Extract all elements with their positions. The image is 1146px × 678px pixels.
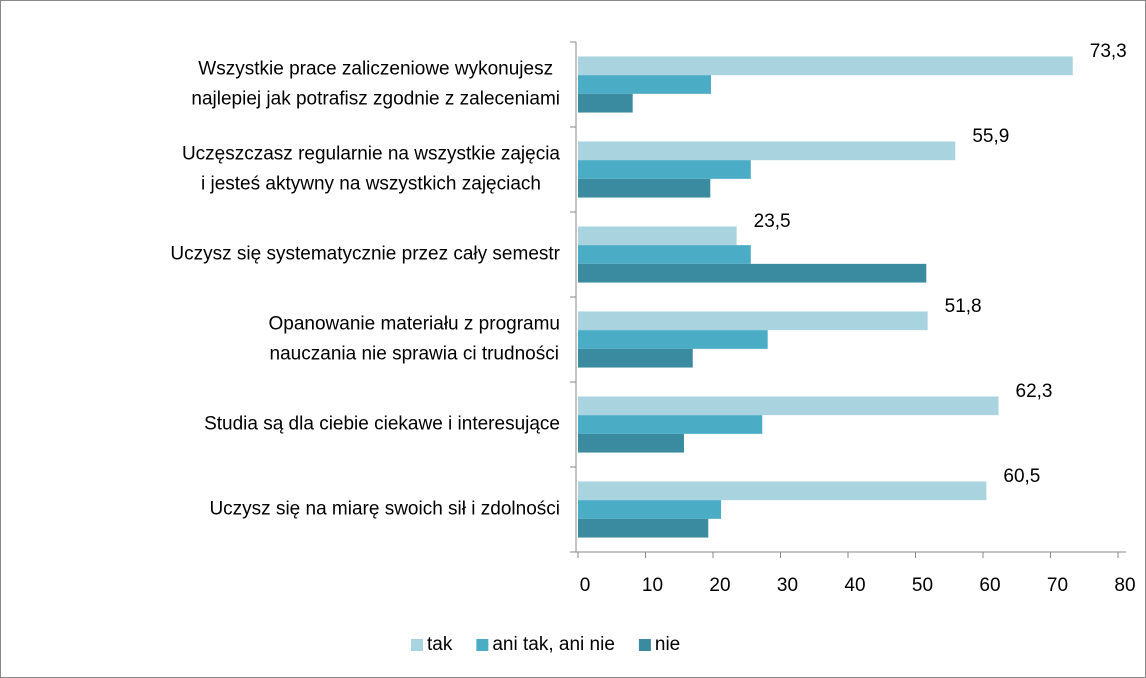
legend-swatch xyxy=(638,639,651,651)
data-label: 60,5 xyxy=(1003,466,1040,487)
category-label: Studia są dla ciebie ciekawe i interesuj… xyxy=(204,414,560,435)
x-tick-label: 30 xyxy=(777,575,798,596)
bar xyxy=(578,396,999,416)
x-tick-label: 20 xyxy=(709,575,730,596)
bar xyxy=(578,56,1073,76)
bar xyxy=(578,481,987,501)
category-label: Uczysz się systematycznie przez cały sem… xyxy=(170,244,560,265)
bar xyxy=(578,518,709,538)
x-tick-label: 70 xyxy=(1047,575,1068,596)
x-tick-label: 40 xyxy=(844,575,865,596)
category-label: Opanowanie materiału z programu nauczania… xyxy=(269,314,561,365)
x-tick-label: 0 xyxy=(580,575,591,596)
bar xyxy=(578,500,722,519)
bar xyxy=(578,160,751,179)
legend-swatch xyxy=(476,639,489,651)
data-label: 55,9 xyxy=(972,126,1009,147)
bar xyxy=(578,245,751,264)
data-label: 62,3 xyxy=(1016,381,1053,402)
category-label: Wszystkie prace zaliczeniowe wykonujesz n… xyxy=(191,59,560,110)
bar xyxy=(578,75,711,94)
bar xyxy=(578,415,763,434)
legend-label: nie xyxy=(655,634,680,655)
bar xyxy=(578,141,956,161)
bar xyxy=(578,348,693,368)
x-tick-label: 50 xyxy=(912,575,933,596)
bar xyxy=(578,330,768,349)
legend-label: ani tak, ani nie xyxy=(492,634,615,655)
data-label: 73,3 xyxy=(1090,41,1127,62)
category-label: Uczysz się na miarę swoich sił i zdolnoś… xyxy=(209,499,560,520)
bar xyxy=(578,93,633,113)
data-label: 23,5 xyxy=(754,211,791,232)
data-label: 51,8 xyxy=(945,296,982,317)
legend-swatch xyxy=(411,639,423,651)
category-label: Uczęszczasz regularnie na wszystkie zaję… xyxy=(182,144,560,195)
bar xyxy=(578,433,684,453)
x-tick-label: 80 xyxy=(1114,575,1135,596)
bar xyxy=(578,263,927,283)
bar xyxy=(578,226,737,246)
x-tick-label: 10 xyxy=(642,575,663,596)
legend-label: tak xyxy=(427,634,453,655)
bar xyxy=(578,178,711,198)
x-tick-label: 60 xyxy=(979,575,1000,596)
bar xyxy=(578,311,928,331)
